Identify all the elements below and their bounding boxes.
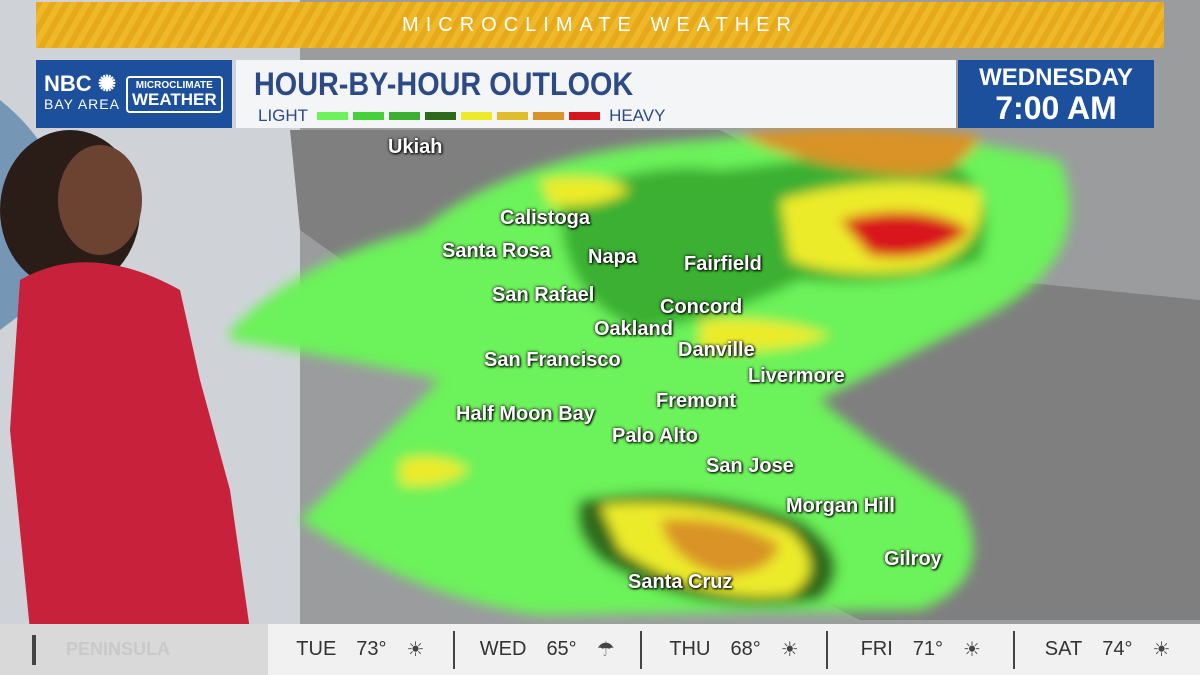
forecast-day-wed: WED 65° ☂: [452, 630, 640, 669]
legend-swatch: [533, 112, 565, 120]
city-label: San Jose: [706, 455, 794, 477]
city-label: Fairfield: [684, 253, 762, 275]
legend-swatch: [569, 112, 601, 120]
region-name: BAY AREA: [44, 96, 120, 112]
partly-sunny-icon: ☀: [963, 639, 981, 661]
partly-sunny-icon: ☀: [406, 639, 425, 661]
time-display: WEDNESDAY 7:00 AM: [958, 60, 1154, 128]
city-label: Calistoga: [500, 207, 591, 229]
forecast-day-sat: SAT 74° ☀: [1013, 630, 1200, 669]
legend-swatch: [389, 112, 421, 120]
brand-bottom: WEATHER: [131, 89, 217, 109]
day-temp: 65°: [546, 638, 577, 660]
city-label: Santa Cruz: [628, 571, 733, 593]
city-label: Palo Alto: [612, 425, 698, 447]
day-name: WED: [479, 638, 527, 660]
legend-swatch: [317, 112, 349, 120]
forecast-day-thu: THU 68° ☀: [639, 630, 827, 669]
city-label: Gilroy: [884, 548, 942, 570]
peacock-icon: ✺: [91, 71, 117, 96]
legend-high: HEAVY: [609, 106, 666, 125]
city-label: Oakland: [594, 318, 673, 340]
legend-swatch: [425, 112, 457, 120]
city-label: Half Moon Bay: [456, 403, 595, 425]
day-name: TUE: [296, 638, 337, 660]
city-label: Livermore: [748, 365, 845, 387]
presenter: [0, 130, 250, 630]
brand-top: MICROCLIMATE: [135, 79, 213, 91]
day-temp: 74°: [1102, 638, 1133, 660]
city-label: Danville: [678, 339, 755, 361]
divider: [32, 634, 36, 665]
city-label: Fremont: [656, 390, 736, 412]
city-label: San Francisco: [484, 349, 621, 371]
legend-swatch: [353, 112, 385, 120]
city-label: Santa Rosa: [442, 240, 551, 262]
day-name: FRI: [860, 638, 893, 660]
region-panel: PENINSULA: [0, 624, 268, 675]
day-temp: 71°: [912, 638, 944, 660]
city-label: Napa: [588, 246, 637, 268]
forecast-day-fri: FRI 71° ☀: [826, 630, 1013, 669]
forecast-time: 7:00 AM: [995, 90, 1117, 126]
city-label: Morgan Hill: [786, 495, 895, 517]
legend-swatch: [497, 112, 529, 120]
banner: MICROCLIMATE WEATHER: [36, 2, 1164, 48]
partly-sunny-icon: ☀: [1152, 639, 1171, 661]
city-label: Ukiah: [388, 136, 443, 158]
station-logo: NBC ✺ BAY AREA MICROCLIMATE WEATHER: [36, 60, 232, 128]
city-label: San Rafael: [492, 284, 595, 306]
forecast-day: WEDNESDAY: [979, 64, 1133, 91]
page-title: HOUR-BY-HOUR OUTLOOK: [254, 66, 634, 102]
intensity-legend: LIGHT HEAVY: [258, 106, 665, 126]
header: HOUR-BY-HOUR OUTLOOK LIGHT HEAVY: [236, 60, 956, 128]
rain-cloud-icon: ☂: [596, 639, 615, 661]
day-temp: 73°: [356, 638, 387, 660]
network-name: NBC: [44, 71, 92, 96]
legend-low: LIGHT: [258, 106, 309, 125]
banner-title: MICROCLIMATE WEATHER: [402, 13, 798, 36]
legend-swatch: [461, 112, 493, 120]
day-name: THU: [669, 638, 711, 660]
partly-sunny-icon: ☀: [780, 639, 799, 661]
day-name: SAT: [1044, 638, 1083, 660]
forecast-ticker: PENINSULA TUE 73° ☀ WED 65° ☂ THU 68° ☀ FRI 71° ☀ SA…: [0, 624, 1200, 675]
day-temp: 68°: [730, 638, 761, 660]
region-label: PENINSULA: [66, 639, 171, 659]
forecast-day-tue: TUE 73° ☀: [268, 631, 453, 669]
city-label: Concord: [660, 296, 743, 318]
